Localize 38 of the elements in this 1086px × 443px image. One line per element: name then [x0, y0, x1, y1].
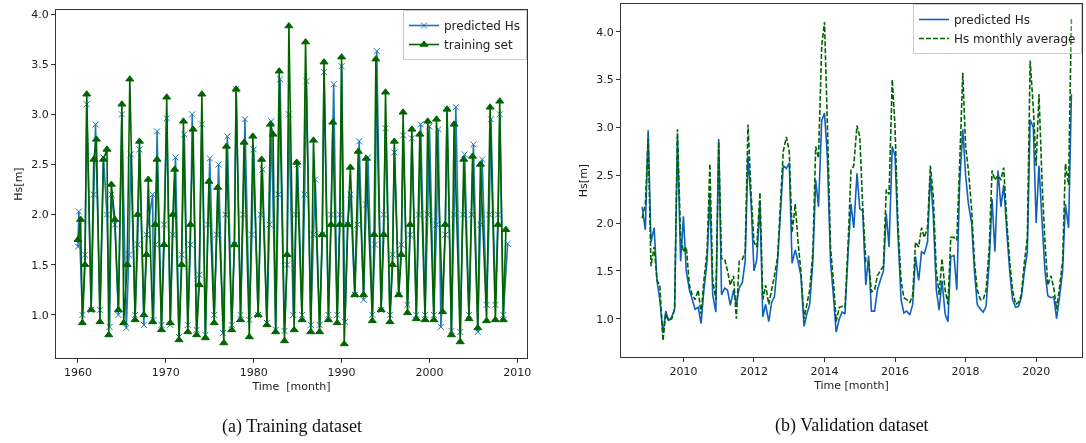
y-tick-label: 3.5 — [596, 73, 614, 87]
x-tick-label: 2000 — [415, 366, 444, 380]
y-tick-label: 3.5 — [31, 58, 49, 72]
y-tick-label: 2.5 — [31, 158, 49, 172]
text: (a) Training dataset — [222, 416, 362, 437]
x-tick-label: 2010 — [669, 365, 698, 379]
y-tick-label: 1.5 — [31, 258, 49, 272]
legend-label: Hs monthly average — [954, 32, 1076, 47]
line-series — [641, 16, 1073, 342]
legend-label: predicted Hs — [444, 19, 521, 34]
x-tick-label: 1970 — [151, 366, 180, 380]
x-tick-label: 1990 — [327, 366, 356, 380]
legend-label: predicted Hs — [954, 13, 1031, 28]
x-axis-title: Time [month] — [251, 380, 331, 394]
x-tick-label: 2020 — [1022, 365, 1051, 379]
y-tick-label: 2.0 — [596, 216, 614, 230]
x-tick-label: 1980 — [239, 366, 268, 380]
x-axis-title: Time [month] — [813, 379, 889, 393]
y-tick-label: 2.5 — [596, 169, 614, 183]
x-tick-label: 2010 — [503, 366, 532, 380]
y-tick-label: 1.0 — [31, 308, 49, 322]
y-tick-label: 4.0 — [596, 25, 614, 39]
y-tick-label: 1.0 — [596, 312, 614, 326]
y-axis-title: Hs[m] — [11, 167, 25, 201]
y-tick-label: 1.5 — [596, 264, 614, 278]
text: (b) Validation dataset — [775, 415, 929, 436]
y-tick-label: 2.0 — [31, 208, 49, 222]
y-axis-title: Hs[m] — [576, 163, 590, 198]
y-tick-label: 3.0 — [31, 108, 49, 122]
x-tick-label: 2012 — [739, 365, 768, 379]
y-tick-label: 4.0 — [31, 7, 49, 21]
line-series — [641, 93, 1073, 334]
x-tick-label: 1960 — [63, 366, 92, 380]
x-tick-label: 2018 — [951, 365, 980, 379]
y-tick-label: 3.0 — [596, 121, 614, 135]
x-tick-label: 2014 — [810, 365, 839, 379]
legend-label: training set — [444, 38, 513, 53]
x-tick-label: 2016 — [881, 365, 910, 379]
